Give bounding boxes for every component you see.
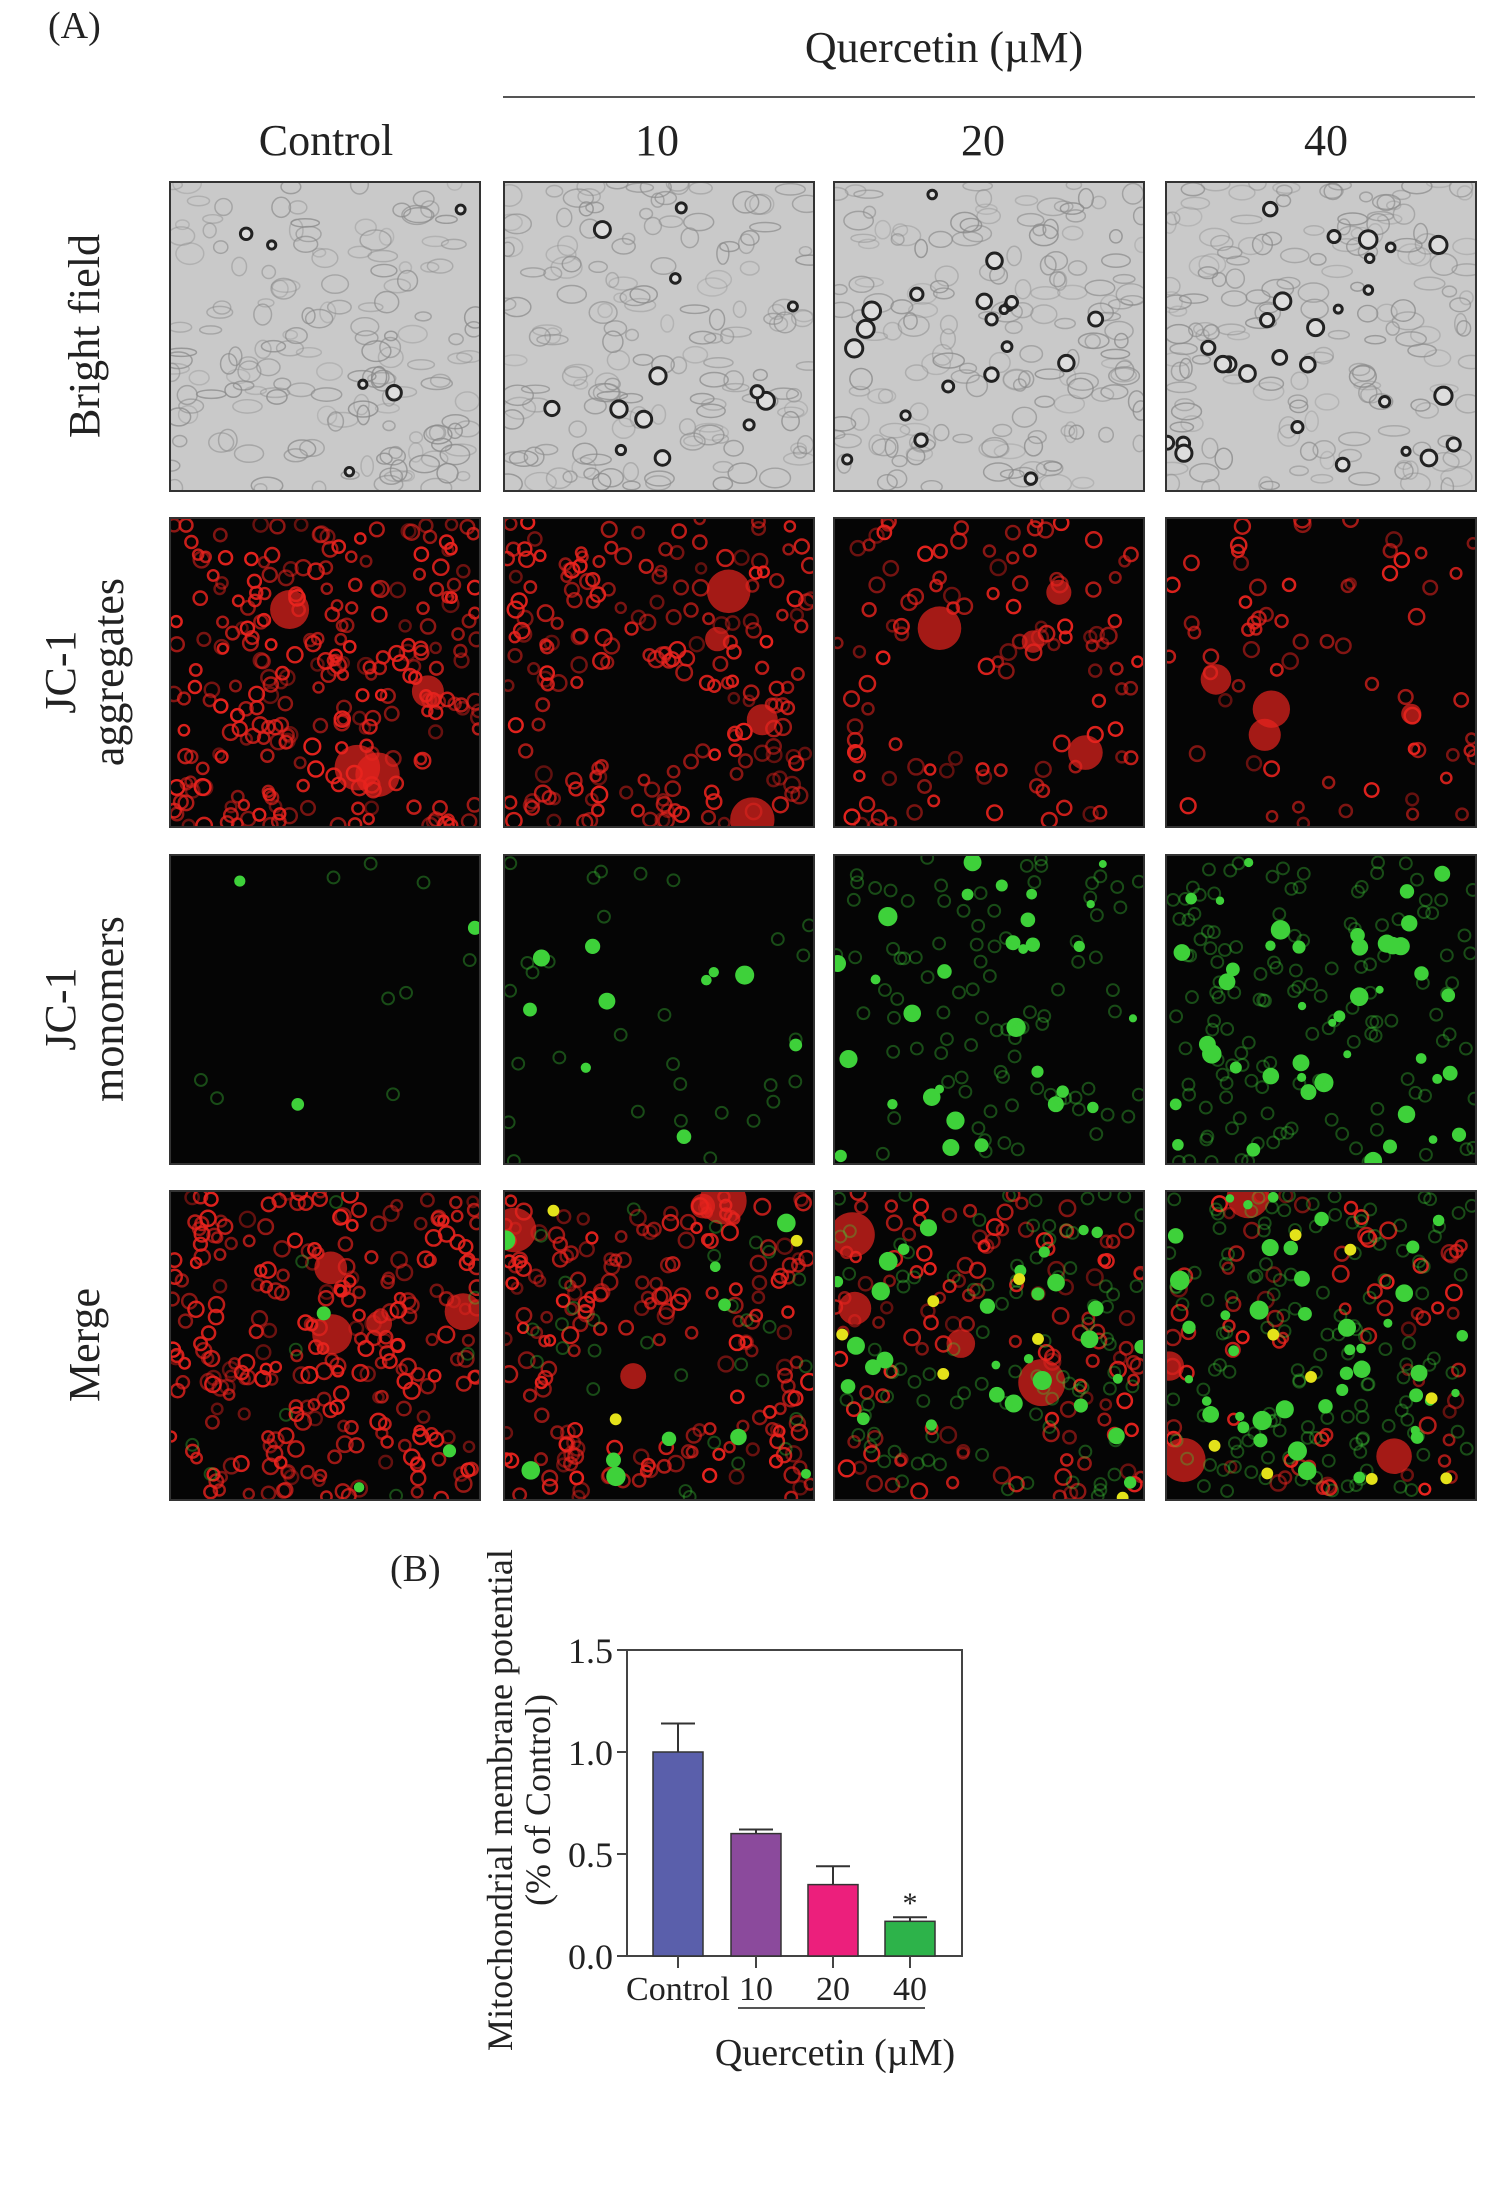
x-tick-label: 20 [816,1971,850,2008]
column-header: 40 [1304,116,1348,165]
x-tick-label: Control [626,1971,730,2008]
micrograph-red-0 [169,517,481,828]
micrograph-red-1 [503,517,815,828]
x-tick-label: 40 [893,1971,927,2008]
micrograph-green-0 [169,854,481,1165]
micrograph-brightfield-3 [1165,181,1477,492]
y-tick-label: 1.5 [568,1631,613,1671]
micrograph-merge-0 [169,1190,481,1501]
y-axis-label: Mitochondrial membrane potential [480,1549,520,2051]
significance-marker: * [903,1887,918,1920]
y-tick-label: 1.0 [568,1733,613,1773]
column-header: 10 [635,116,679,165]
micrograph-brightfield-1 [503,181,815,492]
micrograph-green-3 [1165,854,1477,1165]
x-axis-label: Quercetin (µM) [715,2032,955,2074]
y-tick-label: 0.0 [568,1937,613,1977]
treatment-header: Quercetin (µM) [804,23,1084,72]
bar [884,1920,936,1957]
panel-a-label: (A) [48,5,101,47]
micrograph-brightfield-2 [833,181,1145,492]
plot-frame [626,1649,963,1957]
bar [652,1751,704,1957]
micrograph-merge-2 [833,1190,1145,1501]
bar [807,1883,859,1957]
micrograph-merge-1 [503,1190,815,1501]
x-tick-label: 10 [739,1971,773,2008]
micrograph-merge-3 [1165,1190,1477,1501]
y-axis-label: (% of Control) [518,1694,558,1906]
column-header: Control [258,116,394,165]
column-header: 20 [961,116,1005,165]
y-tick-label: 0.5 [568,1835,613,1875]
micrograph-green-1 [503,854,815,1165]
micrograph-red-2 [833,517,1145,828]
micrograph-brightfield-0 [169,181,481,492]
panel-b-label: (B) [390,1548,441,1590]
bar [730,1832,782,1957]
micrograph-green-2 [833,854,1145,1165]
micrograph-red-3 [1165,517,1477,828]
treatment-header-line [503,96,1475,98]
